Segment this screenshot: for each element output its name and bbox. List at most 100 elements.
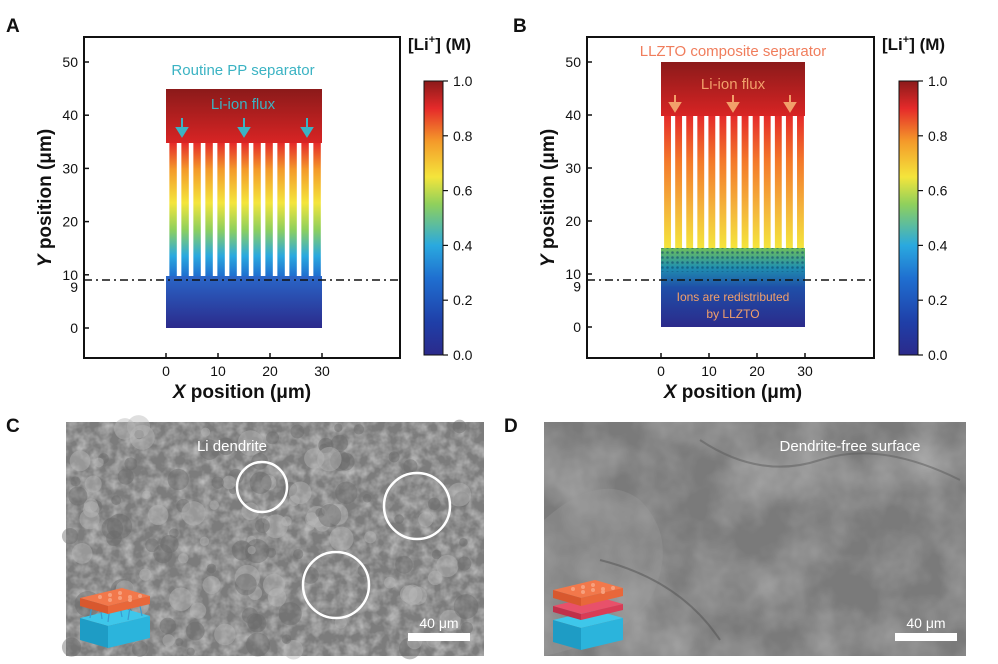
dendrite-grain bbox=[281, 516, 292, 527]
colorbar-tick-label: 0.0 bbox=[928, 347, 948, 363]
x-tick-label: 0 bbox=[657, 363, 665, 379]
arrow-down-icon bbox=[300, 127, 314, 138]
separator-pore bbox=[253, 143, 261, 276]
dendrite-grain bbox=[248, 585, 263, 601]
colorbar-tick-label: 1.0 bbox=[453, 73, 473, 89]
redistribution-note-2: by LLZTO bbox=[706, 307, 759, 321]
dendrite-grain bbox=[160, 534, 179, 554]
scale-bar-c bbox=[408, 633, 470, 641]
separator-pore bbox=[265, 143, 273, 276]
dendrite-grain bbox=[288, 495, 300, 507]
dendrite-grain bbox=[266, 431, 280, 445]
dendrite-grain bbox=[384, 576, 396, 589]
dendrite-grain bbox=[399, 585, 418, 603]
x-tick-label: 0 bbox=[162, 363, 170, 379]
x-tick-label: 10 bbox=[701, 363, 717, 379]
dendrite-grain bbox=[79, 509, 100, 530]
colorbar-tick-label: 0.2 bbox=[928, 292, 948, 308]
dendrite-grain bbox=[331, 434, 349, 452]
dendrite-grain bbox=[199, 439, 220, 460]
dendrite-grain bbox=[84, 475, 102, 493]
dendrite-grain bbox=[418, 512, 434, 528]
colorbar-tick-label: 1.0 bbox=[928, 73, 948, 89]
dendrite-grain bbox=[134, 429, 144, 440]
dendrite-grain bbox=[335, 481, 358, 505]
colorbar-tick-label: 0.0 bbox=[453, 347, 473, 363]
dendrite-grain bbox=[245, 632, 270, 657]
dendrite-grain bbox=[126, 415, 151, 439]
panel-label-a: A bbox=[6, 16, 20, 37]
separator-pore bbox=[697, 116, 705, 248]
dendrite-grain bbox=[314, 515, 331, 532]
plot-a: Routine PP separator Li-ion flux 0 10 20 30… bbox=[62, 36, 401, 379]
separator-pore bbox=[774, 116, 782, 248]
dendrite-highlight-circle bbox=[235, 460, 289, 514]
dendrite-grain bbox=[398, 637, 421, 660]
dendrite-grain bbox=[402, 584, 423, 606]
separator-pore bbox=[313, 143, 321, 276]
dendrite-grain bbox=[241, 607, 258, 624]
dendrite-grain bbox=[262, 573, 286, 596]
dendrite-grain bbox=[162, 634, 175, 647]
y-tick-label: 20 bbox=[62, 214, 78, 230]
colorbar-ticks-b: 0.0 0.2 0.4 0.6 0.8 1.0 bbox=[918, 73, 948, 363]
dendrite-grain bbox=[318, 437, 334, 454]
dendrite-grain bbox=[231, 540, 252, 561]
flux-label-b: Li-ion flux bbox=[701, 76, 766, 93]
y-tick-label: 9 bbox=[70, 279, 78, 295]
dendrite-grain bbox=[261, 515, 271, 524]
separator-pore bbox=[664, 116, 671, 248]
dendrite-grain bbox=[362, 494, 372, 503]
dendrite-grain bbox=[247, 613, 267, 633]
y-tick-label: 40 bbox=[62, 107, 78, 123]
dendrite-grain bbox=[222, 475, 236, 490]
dendrite-grain bbox=[70, 476, 81, 487]
x-tick-label: 10 bbox=[210, 363, 226, 379]
dendrite-grain bbox=[304, 448, 325, 469]
dendrite-grain bbox=[246, 613, 263, 630]
dendrite-grain bbox=[459, 537, 468, 547]
dendrite-grain bbox=[129, 424, 155, 450]
colorbar-tick-label: 0.8 bbox=[928, 128, 948, 144]
dendrite-grain bbox=[175, 638, 184, 647]
dendrite-grain bbox=[98, 453, 109, 464]
arrow-down-icon bbox=[175, 127, 189, 138]
dendrite-grain bbox=[315, 508, 325, 518]
dendrite-grain bbox=[261, 475, 277, 491]
dendrite-grain bbox=[167, 468, 189, 491]
panel-label-c: C bbox=[6, 416, 20, 437]
dendrite-grain bbox=[244, 538, 270, 564]
colorbar-title-b: [Li+] (M) bbox=[882, 34, 945, 54]
x-tick-label: 20 bbox=[262, 363, 278, 379]
y-tick-label: 30 bbox=[62, 160, 78, 176]
separator-pore bbox=[217, 143, 225, 276]
li-dendrite-label: Li dendrite bbox=[197, 438, 267, 455]
dendrite-grain bbox=[83, 498, 99, 513]
dendrite-grain bbox=[427, 497, 441, 511]
dendrite-grain bbox=[364, 531, 377, 544]
dendrite-grain bbox=[176, 498, 191, 513]
y-tick-label: 40 bbox=[565, 107, 581, 123]
y-tick-label: 10 bbox=[62, 267, 78, 283]
dendrite-grain bbox=[139, 568, 152, 581]
dendrite-highlight-circle bbox=[301, 550, 371, 620]
plot-b: LLZTO composite separator Li-ion flux 0 1… bbox=[565, 36, 875, 379]
dendrite-grain bbox=[214, 623, 236, 646]
dendrite-grain bbox=[101, 517, 124, 540]
dendrite-grain bbox=[254, 518, 270, 534]
dendrite-grain bbox=[283, 640, 304, 660]
colorbar-tick-label: 0.4 bbox=[928, 237, 948, 253]
dendrite-grain bbox=[334, 616, 347, 629]
separator-pore bbox=[763, 116, 771, 248]
dendrite-grain bbox=[247, 546, 256, 555]
y-tick-label: 9 bbox=[573, 278, 581, 294]
plot-a-frame bbox=[83, 36, 401, 359]
dendrite-grain bbox=[90, 500, 103, 513]
dendrite-grain bbox=[69, 450, 91, 472]
dendrite-grain bbox=[334, 423, 343, 432]
panel-b-heatmap bbox=[661, 62, 805, 327]
y-tick-label: 50 bbox=[565, 54, 581, 70]
separator-pore bbox=[719, 116, 727, 248]
colorbar-b: [Li+] (M) 0.0 0.2 0.4 0.6 0.8 1.0 bbox=[882, 34, 948, 363]
